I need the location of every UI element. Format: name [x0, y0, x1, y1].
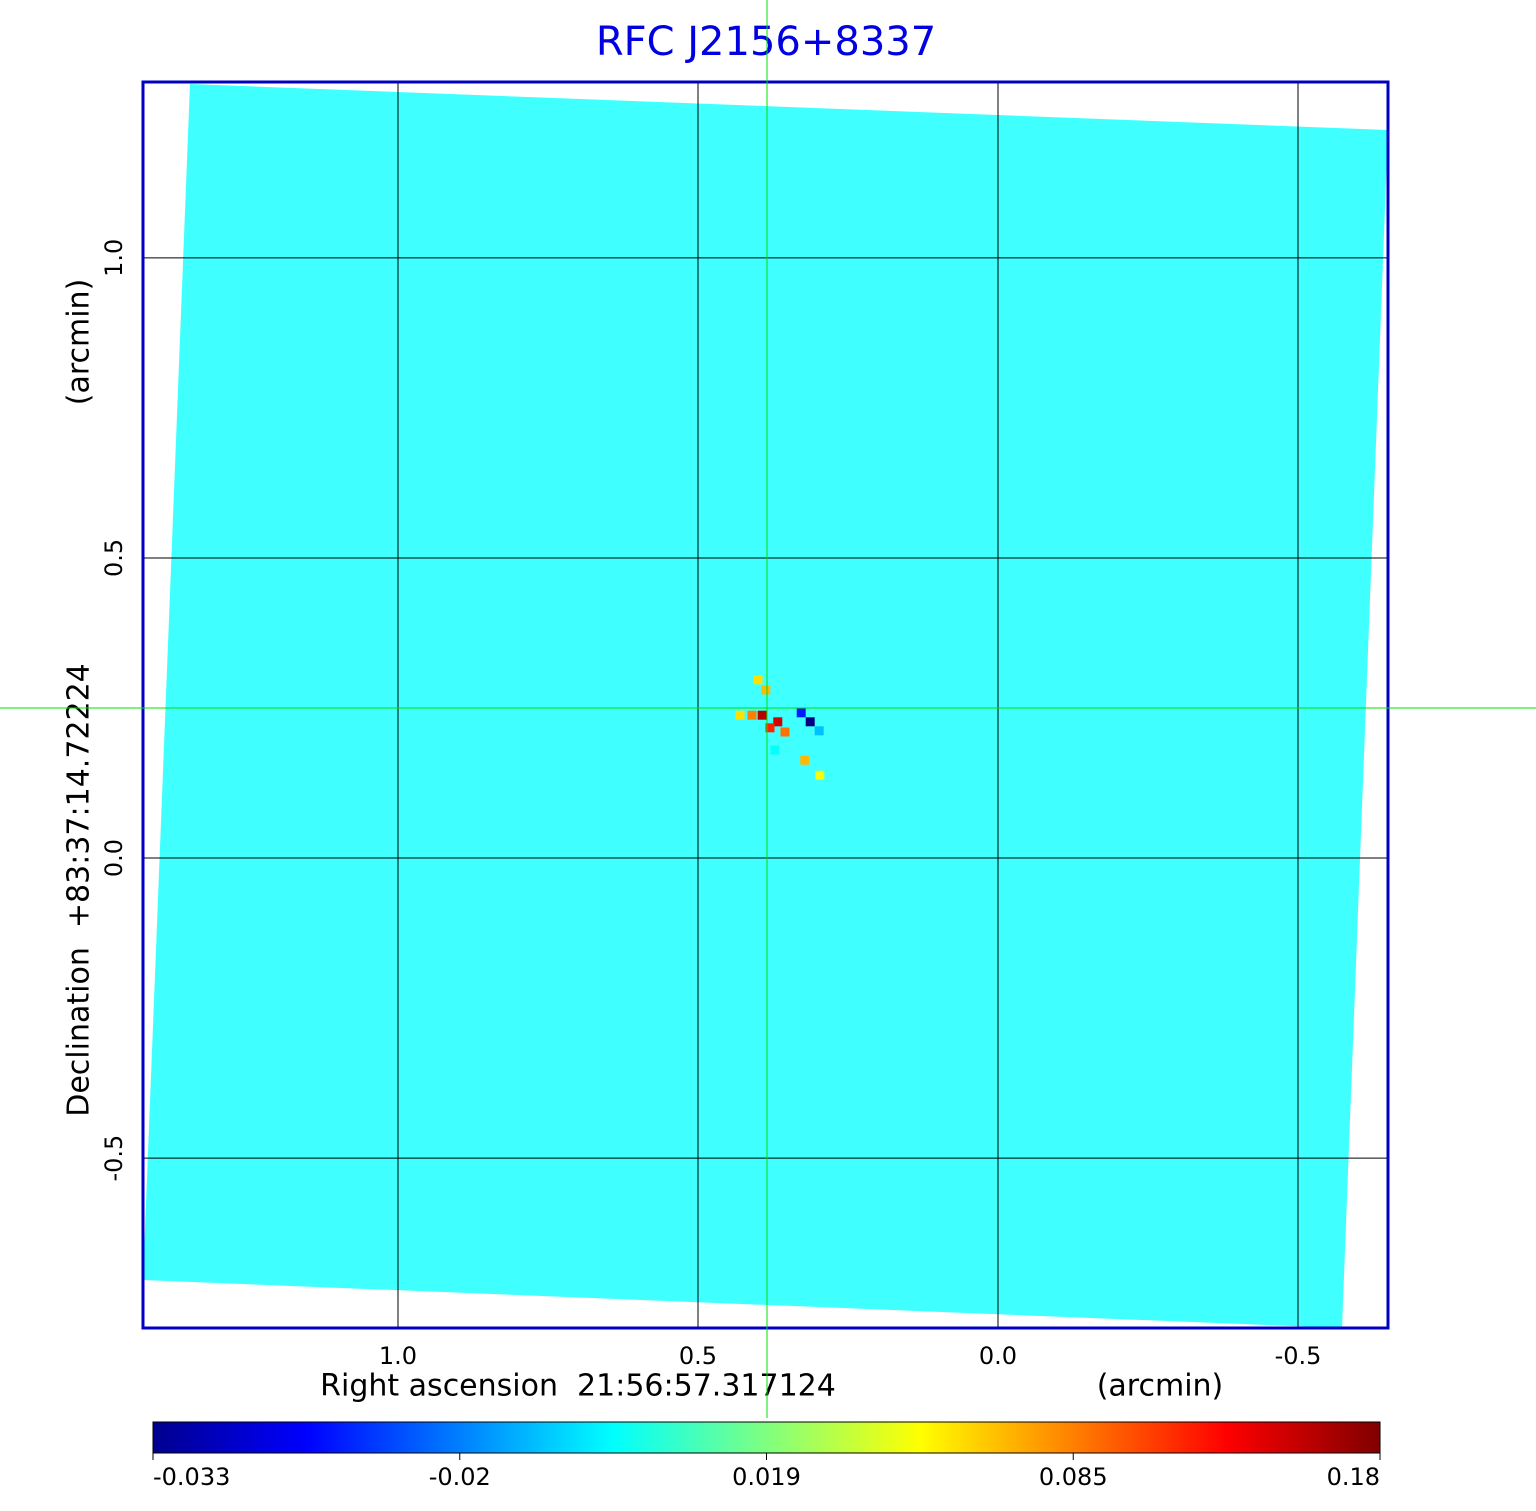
- image-pixel: [814, 726, 824, 736]
- image-pixel: [805, 717, 815, 727]
- sky-image: [143, 84, 1388, 1328]
- image-pixel: [761, 685, 771, 695]
- image-pixel: [753, 675, 763, 685]
- image-pixel: [800, 755, 810, 765]
- image-pixel: [757, 710, 767, 720]
- y-axis-unit: (arcmin): [62, 279, 97, 406]
- image-pixel: [773, 717, 783, 727]
- image-pixel: [765, 723, 775, 733]
- x-tick-label: 1.0: [379, 1342, 417, 1370]
- colorbar-tick-label: 0.019: [732, 1463, 801, 1491]
- y-tick-label: -0.5: [100, 1135, 128, 1182]
- colorbar: [152, 1421, 1381, 1454]
- image-pixel: [735, 710, 745, 720]
- y-tick-label: 0.0: [100, 839, 128, 877]
- chart-title: RFC J2156+8337: [596, 19, 936, 65]
- x-tick-label: 0.0: [979, 1342, 1017, 1370]
- y-axis-label: Declination +83:37:14.72224: [62, 663, 97, 1117]
- plot-frame: [141, 80, 1390, 1330]
- x-tick-label: 0.5: [679, 1342, 717, 1370]
- image-pixel: [770, 745, 780, 755]
- image-pixel: [815, 770, 825, 780]
- colorbar-tick-label: -0.02: [429, 1463, 491, 1491]
- x-axis-unit: (arcmin): [1097, 1369, 1224, 1404]
- y-tick-label: 0.5: [100, 539, 128, 577]
- image-pixel: [780, 727, 790, 737]
- image-pixel: [747, 710, 757, 720]
- image-pixel: [796, 708, 806, 718]
- y-tick-label: 1.0: [100, 239, 128, 277]
- colorbar-tick-label: 0.085: [1039, 1463, 1108, 1491]
- x-tick-label: -0.5: [1275, 1342, 1322, 1370]
- colorbar-tick-label: -0.033: [153, 1463, 230, 1491]
- x-axis-label: Right ascension 21:56:57.317124: [320, 1369, 836, 1404]
- colorbar-tick-label: 0.18: [1327, 1463, 1380, 1491]
